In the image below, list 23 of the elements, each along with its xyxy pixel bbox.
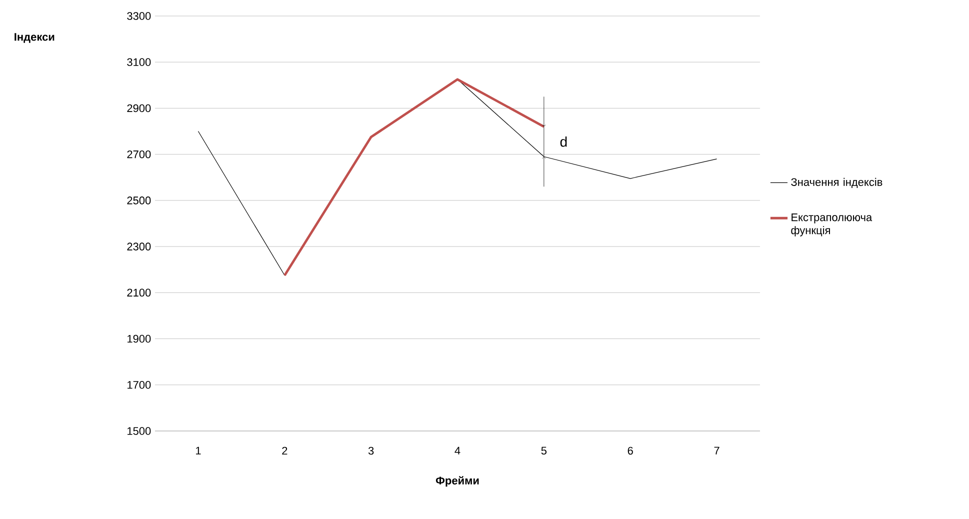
- x-tick-label: 5: [541, 446, 547, 455]
- y-tick-label: 1700: [128, 380, 151, 389]
- annotation: d: [560, 136, 567, 147]
- legend-label: Значення індексів: [791, 178, 882, 188]
- y-tick-label: 2500: [127, 196, 151, 204]
- x-axis-title: Фрейми: [436, 476, 479, 487]
- y-tick-label: 2900: [127, 104, 151, 112]
- legend-label: Екстраполююча функція: [791, 214, 872, 236]
- x-tick-label: 1: [196, 446, 201, 454]
- x-tick-label: 6: [628, 446, 633, 455]
- y-tick-label: 2100: [127, 288, 151, 297]
- x-tick-label: 3: [368, 446, 374, 455]
- y-tick-label: 2300: [127, 242, 151, 250]
- x-tick-label: 4: [454, 446, 460, 454]
- x-tick-label: 2: [282, 446, 288, 455]
- y-tick-label: 2700: [127, 150, 151, 158]
- y-tick-label: 3100: [127, 58, 151, 66]
- text: Індекси: [14, 33, 54, 43]
- y-tick-label: 1900: [128, 334, 151, 343]
- line-series: [283, 78, 546, 277]
- y-tick-label: 3300: [127, 12, 151, 20]
- x-tick-label: 7: [714, 446, 720, 454]
- y-tick-label: 1500: [128, 427, 151, 435]
